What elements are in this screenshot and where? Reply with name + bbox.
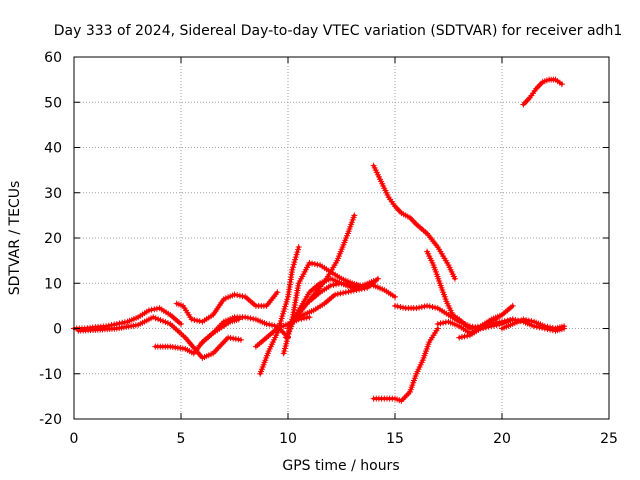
data-point (456, 334, 463, 341)
data-point (266, 321, 273, 328)
data-point (491, 320, 497, 327)
data-point (340, 289, 347, 296)
data-point (237, 336, 244, 343)
series-track-20 (520, 76, 565, 108)
data-point (507, 317, 513, 323)
series-line (425, 250, 504, 330)
data-point (346, 281, 353, 288)
data-point (145, 307, 152, 314)
data-point (374, 275, 381, 282)
data-point (332, 291, 339, 298)
y-tick-label: 60 (44, 50, 62, 66)
data-point (290, 264, 296, 271)
data-point (434, 321, 441, 327)
grid-layer (74, 57, 609, 419)
data-point (151, 306, 158, 313)
chart-title: Day 333 of 2024, Sidereal Day-to-day VTE… (54, 23, 622, 39)
data-point (274, 289, 281, 296)
data-layer (71, 76, 568, 404)
data-point (416, 304, 423, 311)
data-point (458, 334, 465, 340)
tick-layer: 0 5 10 15 20 25 -20 -10 0 10 20 30 40 50 60 (39, 50, 618, 447)
y-tick-label: 20 (44, 231, 62, 247)
series-track-12 (306, 280, 398, 305)
data-point (397, 304, 404, 310)
data-point (236, 292, 243, 299)
x-tick-label: 20 (493, 431, 511, 447)
y-axis-label: SDTVAR / TECUs (7, 181, 23, 296)
data-point (342, 289, 349, 296)
x-tick-label: 25 (600, 431, 618, 447)
series-track-6 (252, 314, 313, 350)
data-point (295, 244, 302, 251)
series-line (282, 261, 361, 355)
data-point (356, 286, 363, 293)
x-tick-label: 5 (177, 431, 186, 447)
series-track-13 (370, 162, 458, 282)
data-point (234, 292, 241, 299)
data-point (311, 261, 318, 267)
x-axis-label: GPS time / hours (282, 458, 399, 474)
data-point (509, 302, 516, 309)
series-track-14 (370, 325, 441, 404)
data-point (533, 323, 540, 330)
data-point (418, 304, 425, 310)
data-point (303, 314, 310, 321)
data-point (333, 281, 340, 288)
data-point (188, 316, 195, 323)
series-track-19 (499, 316, 568, 332)
data-point (306, 259, 313, 266)
data-point (351, 212, 358, 219)
data-point (121, 319, 128, 326)
data-point (178, 320, 184, 327)
data-point (451, 275, 458, 282)
y-tick-label: -20 (39, 412, 62, 428)
x-tick-label: 10 (279, 431, 297, 447)
y-tick-label: 40 (44, 141, 62, 157)
data-point (327, 282, 334, 289)
data-point (520, 316, 527, 323)
series-track-4 (173, 289, 281, 325)
data-point (247, 315, 254, 322)
data-point (350, 287, 357, 294)
data-point (561, 323, 568, 330)
data-point (558, 81, 565, 88)
y-tick-label: 0 (53, 322, 62, 338)
y-tick-label: -10 (39, 367, 62, 383)
data-point (348, 288, 355, 295)
x-tick-label: 0 (70, 431, 79, 447)
data-point (196, 318, 203, 325)
data-point (394, 303, 401, 310)
data-point (153, 305, 160, 312)
data-point (392, 293, 398, 300)
data-point (437, 320, 444, 327)
data-point (528, 318, 535, 325)
data-point (523, 317, 530, 323)
data-point (341, 280, 348, 287)
series-track-5 (199, 314, 291, 346)
data-point (426, 303, 433, 310)
data-point (496, 319, 503, 326)
data-point (295, 246, 301, 253)
series-track-7 (257, 244, 302, 377)
y-tick-label: 30 (44, 186, 62, 202)
y-tick-label: 50 (44, 95, 62, 111)
data-point (464, 332, 471, 339)
data-point (429, 304, 436, 310)
data-point (499, 318, 505, 325)
data-point (191, 317, 198, 323)
data-point (504, 317, 511, 324)
data-point (488, 321, 495, 327)
data-point (334, 291, 341, 297)
y-tick-label: 10 (44, 276, 62, 292)
data-point (544, 323, 551, 330)
series-line (372, 164, 457, 281)
data-point (269, 322, 275, 329)
data-point (541, 323, 548, 330)
x-tick-label: 15 (386, 431, 404, 447)
series-track-2 (75, 314, 244, 361)
data-point (242, 314, 249, 321)
